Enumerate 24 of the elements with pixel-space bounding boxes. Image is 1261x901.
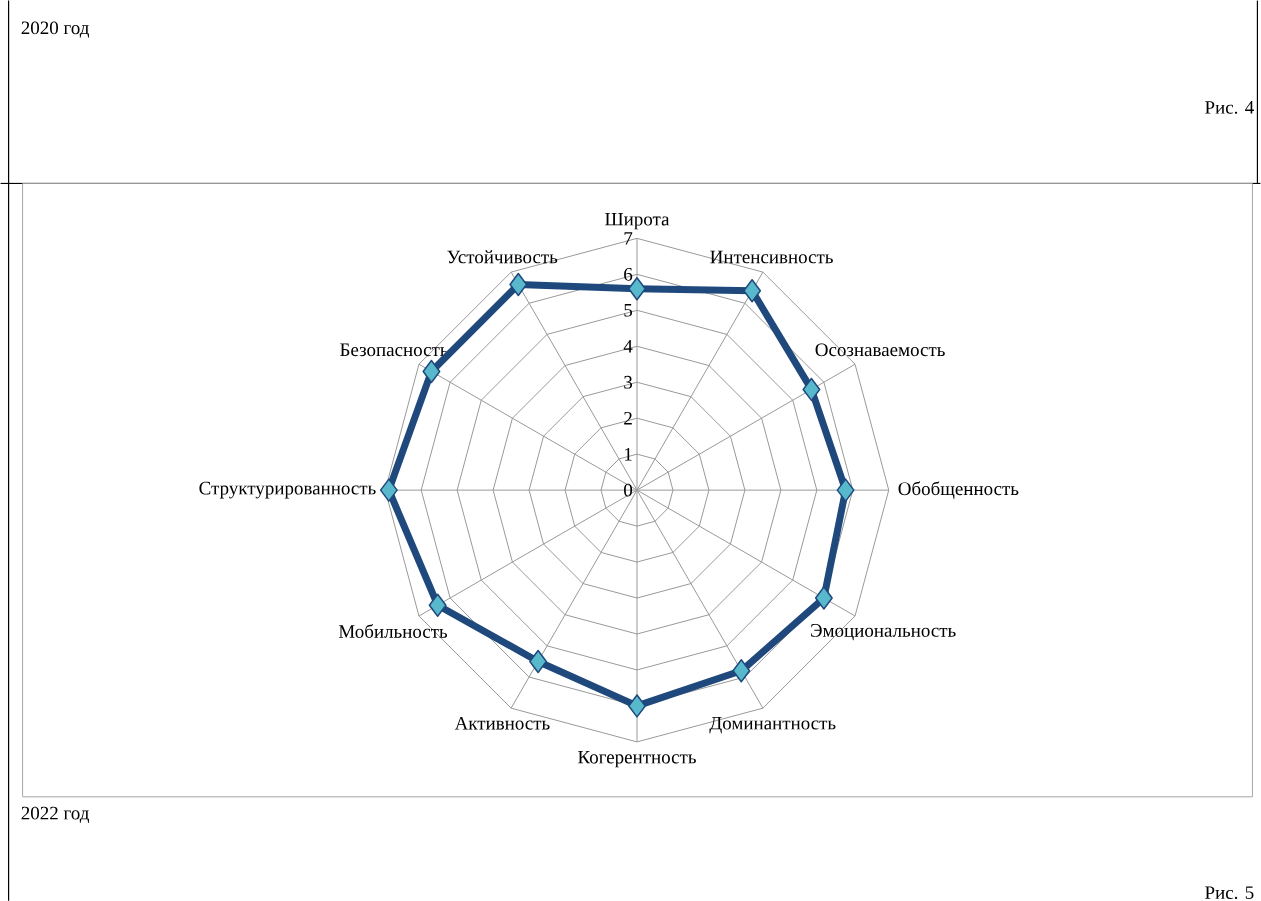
text: 2020 год: [21, 21, 89, 38]
y-tick-label: 3: [624, 375, 633, 389]
y-tick-label: 2: [624, 411, 632, 425]
spoke-label: Активность: [454, 716, 550, 730]
y-tick-label: 4: [623, 339, 633, 353]
y-tick-label: 0: [624, 483, 633, 497]
spoke-label: Устойчивость: [447, 250, 558, 264]
text: Рис. 4: [1205, 100, 1254, 114]
y-tick-label: 5: [624, 303, 633, 317]
spoke-label: Обобщенность: [898, 481, 1019, 499]
y-tick-label: 1: [624, 447, 632, 461]
spoke-label: Мобильность: [338, 623, 448, 638]
spoke-label: Структурированность: [199, 481, 376, 499]
y-tick-label: 7: [624, 231, 633, 245]
spoke-label: Осознаваемость: [815, 343, 945, 356]
text: 2022 год: [21, 806, 89, 823]
y-tick-label: 6: [624, 267, 633, 281]
spoke-label: Безопасность: [340, 343, 448, 356]
spoke-label: Когерентность: [578, 750, 696, 768]
spoke-label: Широта: [605, 212, 670, 230]
spoke-label: Интенсивность: [710, 250, 833, 264]
spoke-label: Доминантность: [709, 716, 836, 734]
text: Рис. 5: [1205, 886, 1254, 899]
spoke-label: Эмоциональность: [811, 623, 956, 641]
